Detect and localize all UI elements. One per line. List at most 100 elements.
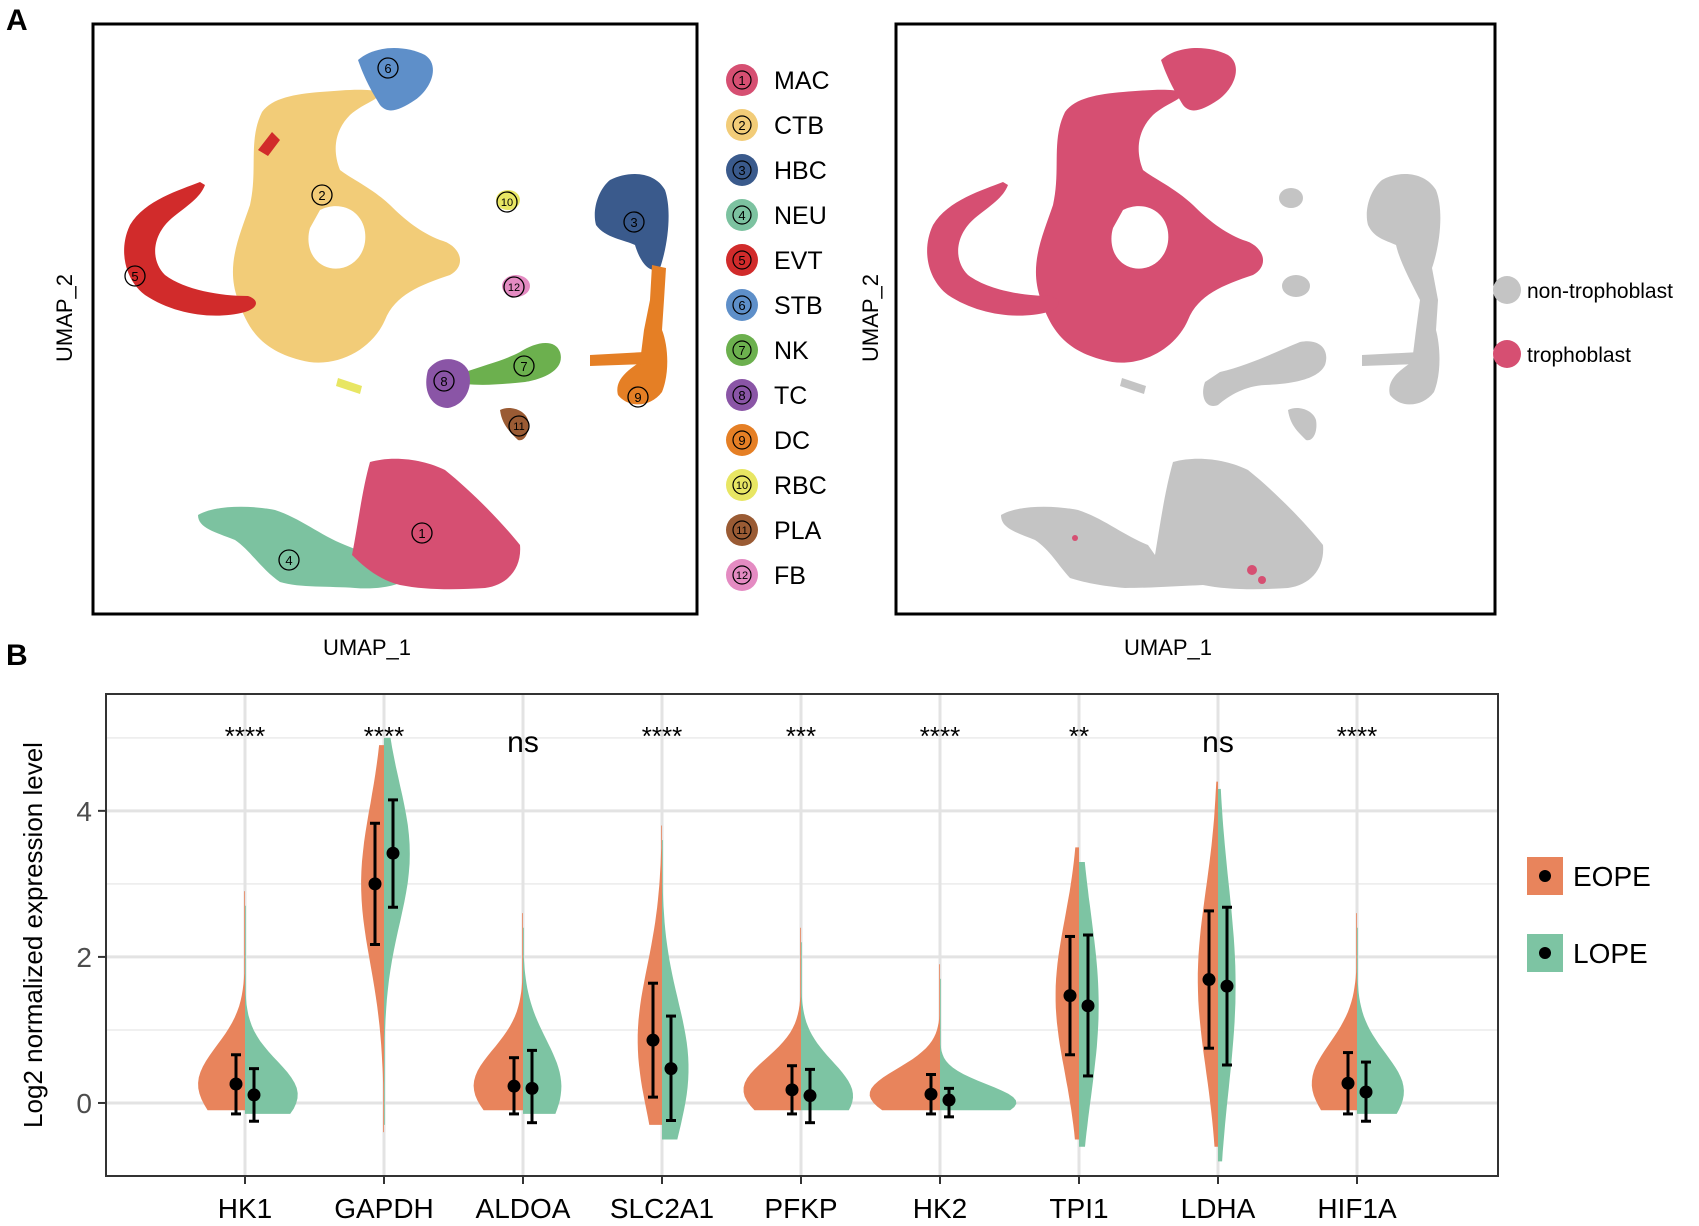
violin-eope-slc2a1 <box>637 825 662 1125</box>
y-tick-label: 0 <box>76 1088 92 1119</box>
significance-hk1: **** <box>225 721 265 751</box>
legend-swatch-ring <box>732 340 752 360</box>
cluster-hbc-points <box>594 174 669 270</box>
mean-point-lope-ldha <box>1220 979 1234 993</box>
significance-tpi1: ** <box>1069 721 1089 751</box>
umap-left-xlabel: UMAP_1 <box>323 635 411 660</box>
legend-label: RBC <box>774 472 827 500</box>
marker-11: 11 <box>508 415 530 437</box>
legend-point <box>1539 947 1551 959</box>
legend-item-dc: 9 DC <box>726 424 810 456</box>
marker-8: 8 <box>433 370 455 392</box>
violin-lope-hk1 <box>245 905 298 1114</box>
violin-lope-hif1a <box>1357 927 1404 1114</box>
y-tick-label: 4 <box>76 796 92 827</box>
umap-left-ylabel: UMAP_2 <box>52 274 77 362</box>
svg-text:5: 5 <box>131 269 138 284</box>
legend-swatch <box>726 514 758 546</box>
y-axis-label: Log2 normalized expression level <box>18 742 48 1128</box>
trophoblast-stb <box>1161 48 1236 111</box>
legend-item-fb: 12 FB <box>726 559 806 591</box>
trophoblast-speck-3 <box>1072 535 1078 541</box>
trophoblast-evt <box>927 182 1059 316</box>
cluster-tc-points <box>426 359 470 408</box>
non-trophoblast-rbc <box>1279 188 1303 208</box>
legend-label: PLA <box>774 517 822 545</box>
umap-left-markers: 1 2 3 4 5 6 7 8 9 10 11 12 <box>124 57 649 571</box>
legend-swatch <box>726 559 758 591</box>
mean-point-lope-aldoa <box>525 1081 539 1095</box>
legend-swatch <box>1493 340 1521 368</box>
legend-item-eope: EOPE <box>1527 857 1651 895</box>
legend-swatch <box>726 244 758 276</box>
x-tick-label-hk1: HK1 <box>218 1193 272 1224</box>
panel-b-label: B <box>6 639 28 672</box>
significance-ldha: ns <box>1202 726 1234 759</box>
marker-1: 1 <box>411 522 433 544</box>
non-trophoblast-arm <box>1362 352 1420 366</box>
significance-hk2: **** <box>920 721 960 751</box>
umap-right-ylabel: UMAP_2 <box>858 274 883 362</box>
legend-swatch <box>726 424 758 456</box>
legend-item-nk: 7 NK <box>726 334 809 366</box>
marker-5: 5 <box>124 265 146 287</box>
legend-item-ctb: 2 CTB <box>726 109 824 141</box>
trophoblast-speck-2 <box>1258 576 1266 584</box>
x-tick-label-pfkp: PFKP <box>764 1193 837 1224</box>
svg-text:8: 8 <box>440 374 447 389</box>
mean-point-eope-pfkp <box>785 1083 799 1097</box>
cluster-rbc-small <box>336 378 362 394</box>
legend-label: DC <box>774 427 810 455</box>
significance-hif1a: **** <box>1337 721 1377 751</box>
non-trophoblast-nk <box>1203 341 1327 406</box>
umap-left-plot: 1 2 3 4 5 6 7 8 9 10 11 12 UMAP_1 UMAP_2 <box>52 22 699 660</box>
legend-item-trophoblast: trophoblast <box>1493 340 1631 368</box>
svg-text:4: 4 <box>285 553 292 568</box>
mean-point-eope-tpi1 <box>1063 989 1077 1003</box>
legend-swatch <box>726 109 758 141</box>
violin-eope-pfkp <box>743 927 801 1111</box>
marker-6: 6 <box>377 57 399 79</box>
x-tick-label-ldha: LDHA <box>1181 1193 1256 1224</box>
mean-point-lope-hk1 <box>247 1088 261 1102</box>
legend-label: EVT <box>774 247 823 275</box>
non-trophoblast-neu-mac <box>1001 458 1324 590</box>
umap-right-xlabel: UMAP_1 <box>1124 635 1212 660</box>
marker-3: 3 <box>623 211 645 233</box>
cluster-mac-points <box>352 458 521 590</box>
significance-pfkp: *** <box>786 721 816 751</box>
svg-text:3: 3 <box>630 215 637 230</box>
cluster-legend: 1 MAC 2 CTB 3 HBC 4 NEU 5 EVT 6 STB 7 NK 8 TC 9 DC 10 RBC 11… <box>726 64 830 591</box>
legend-item-neu: 4 NEU <box>726 199 827 231</box>
legend-label: STB <box>774 292 823 320</box>
legend-number: 8 <box>738 388 745 403</box>
legend-item-tc: 8 TC <box>726 379 807 411</box>
legend-item-pla: 11 PLA <box>726 514 822 546</box>
legend-item-lope: LOPE <box>1527 934 1648 972</box>
mean-point-eope-aldoa <box>507 1079 521 1093</box>
legend-swatch-ring <box>732 475 752 495</box>
legend-item-stb: 6 STB <box>726 289 823 321</box>
legend-number: 9 <box>738 433 745 448</box>
cluster-dc-arm <box>590 352 645 366</box>
legend-number: 2 <box>738 118 745 133</box>
violin-eope-hk2 <box>869 964 940 1111</box>
legend-number: 5 <box>738 253 745 268</box>
legend-number: 6 <box>738 298 745 313</box>
mean-point-lope-hif1a <box>1359 1085 1373 1099</box>
mean-point-lope-hk2 <box>942 1093 956 1107</box>
legend-label: EOPE <box>1573 861 1651 892</box>
svg-text:12: 12 <box>508 282 520 294</box>
x-tick-label-aldoa: ALDOA <box>476 1193 571 1224</box>
svg-text:2: 2 <box>318 188 325 203</box>
mean-point-lope-pfkp <box>803 1089 817 1103</box>
legend-label: FB <box>774 562 806 590</box>
trophoblast-hole <box>1111 206 1169 269</box>
mean-point-eope-hk1 <box>229 1077 243 1091</box>
mean-point-lope-gapdh <box>386 846 400 860</box>
marker-4: 4 <box>278 549 300 571</box>
x-tick-label-hk2: HK2 <box>913 1193 967 1224</box>
y-tick-label: 2 <box>76 942 92 973</box>
mean-point-lope-slc2a1 <box>664 1062 678 1076</box>
